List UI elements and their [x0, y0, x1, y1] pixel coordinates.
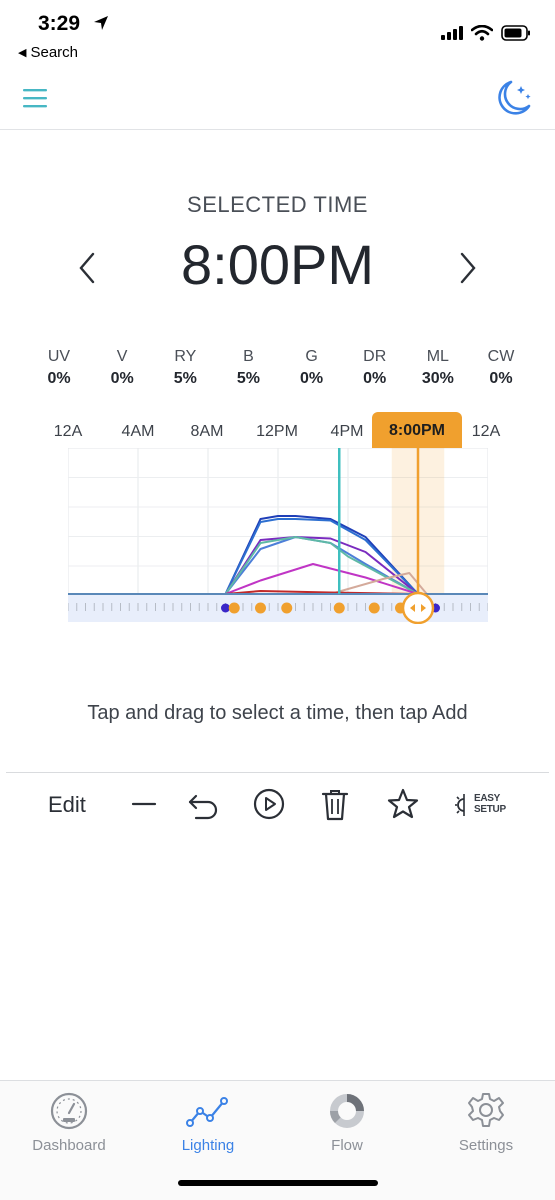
channel-value: 0%	[110, 370, 134, 387]
tick-label: 4PM	[330, 423, 364, 440]
channel-ml: ML 30%	[409, 348, 467, 388]
tab-flow[interactable]: Flow	[287, 1091, 407, 1154]
channel-value: 0%	[300, 370, 324, 387]
tab-label: Flow	[331, 1137, 363, 1154]
instruction-hint: Tap and drag to select a time, then tap …	[87, 702, 468, 724]
edit-button[interactable]: Edit	[48, 792, 86, 817]
tick-label: 12A	[53, 423, 83, 440]
easy-setup-line2: SETUP	[474, 804, 506, 815]
channel-dr: DR 0%	[346, 348, 404, 388]
line-graph-icon	[186, 1097, 228, 1127]
channel-v: V 0%	[93, 348, 151, 388]
channel-name: ML	[426, 348, 449, 365]
edit-toolbar: Edit EASY SETUP	[0, 780, 555, 830]
minus-icon[interactable]	[126, 786, 162, 822]
keyframe-marker	[255, 602, 266, 614]
trash-icon[interactable]	[317, 786, 353, 822]
ring-icon	[329, 1094, 364, 1128]
sun-half-icon	[455, 794, 465, 816]
wifi-icon	[471, 25, 493, 41]
back-to-search-link[interactable]: ◀ Search	[18, 44, 78, 61]
keyframe-marker	[333, 602, 345, 614]
cellular-signal-icon	[441, 26, 463, 40]
system-icons	[441, 25, 531, 41]
channel-name: V	[116, 348, 128, 365]
channel-name: CW	[487, 348, 515, 365]
undo-icon[interactable]	[186, 786, 222, 822]
back-search-label: Search	[30, 44, 78, 61]
easy-setup-line1: EASY	[474, 793, 501, 804]
keyframe-marker	[228, 602, 240, 614]
channel-name: G	[305, 348, 318, 365]
channel-name: RY	[174, 348, 197, 365]
tab-dashboard[interactable]: Dashboard	[9, 1091, 129, 1154]
time-selector: 8:00PM	[0, 232, 555, 304]
easy-setup-button[interactable]: EASY SETUP	[454, 790, 514, 820]
moon-stars-icon[interactable]	[489, 78, 533, 118]
star-icon[interactable]	[385, 786, 421, 822]
tick-label: 8AM	[190, 423, 224, 440]
lighting-schedule-chart[interactable]	[67, 447, 489, 625]
tick-label: 12PM	[256, 423, 298, 440]
time-drag-handle	[401, 591, 435, 625]
selected-time-value: 8:00PM	[181, 233, 374, 296]
play-icon[interactable]	[251, 786, 287, 822]
channel-value: 0%	[489, 370, 513, 387]
channel-b: B 5%	[219, 348, 277, 388]
next-time-button[interactable]	[453, 250, 483, 286]
keyframe-marker	[368, 602, 380, 614]
tab-label: Settings	[458, 1137, 514, 1154]
status-time: 3:29	[38, 12, 81, 35]
tab-settings[interactable]: Settings	[426, 1091, 546, 1154]
tick-label: 12A	[471, 423, 501, 440]
channel-value: 5%	[236, 370, 260, 387]
channel-value: 5%	[173, 370, 197, 387]
channel-name: DR	[363, 348, 387, 365]
back-triangle-icon: ◀	[18, 47, 27, 59]
tab-label: Lighting	[181, 1137, 235, 1154]
channel-value: 0%	[363, 370, 387, 387]
keyframe-marker	[281, 602, 293, 614]
channel-value: 0%	[47, 370, 71, 387]
tab-lighting[interactable]: Lighting	[148, 1091, 268, 1154]
nav-bar	[0, 70, 555, 130]
gear-icon	[468, 1093, 504, 1127]
battery-icon	[501, 25, 530, 41]
channel-uv: UV 0%	[30, 348, 88, 388]
tick-label: 4AM	[121, 423, 155, 440]
channel-cw: CW 0%	[472, 348, 530, 388]
easy-setup-label: EASY SETUP	[474, 793, 506, 815]
tab-label: Dashboard	[32, 1137, 106, 1154]
divider	[6, 772, 549, 773]
bottom-tab-bar: Dashboard Lighting Flow Settings	[0, 1080, 555, 1200]
channel-values: UV 0% V 0% RY 5% B 5% G 0% DR 0% ML 30% CW 0%	[30, 348, 530, 388]
location-arrow-icon	[94, 16, 108, 30]
channel-name: B	[243, 348, 254, 365]
channel-name: UV	[47, 348, 71, 365]
time-axis: 8:00PM 12A 4AM 8AM 12PM 4PM 12A	[0, 412, 555, 448]
selected-time-label: SELECTED TIME	[187, 192, 368, 217]
previous-time-button[interactable]	[72, 250, 102, 286]
gauge-icon	[50, 1092, 88, 1130]
status-bar: 3:29 ◀ Search	[0, 0, 555, 70]
series-line-4	[68, 536, 488, 595]
handle-right-arrow-icon	[421, 604, 426, 612]
channel-ry: RY 5%	[156, 348, 214, 388]
hamburger-icon[interactable]	[22, 86, 48, 110]
channel-g: G 0%	[283, 348, 341, 388]
channel-value: 30%	[421, 370, 454, 387]
handle-left-arrow-icon	[410, 604, 415, 612]
lighting-chart-svg[interactable]	[67, 447, 489, 625]
keyframe-marker	[221, 603, 230, 613]
selected-time-bubble[interactable]: 8:00PM	[372, 412, 462, 448]
home-indicator	[178, 1180, 378, 1186]
